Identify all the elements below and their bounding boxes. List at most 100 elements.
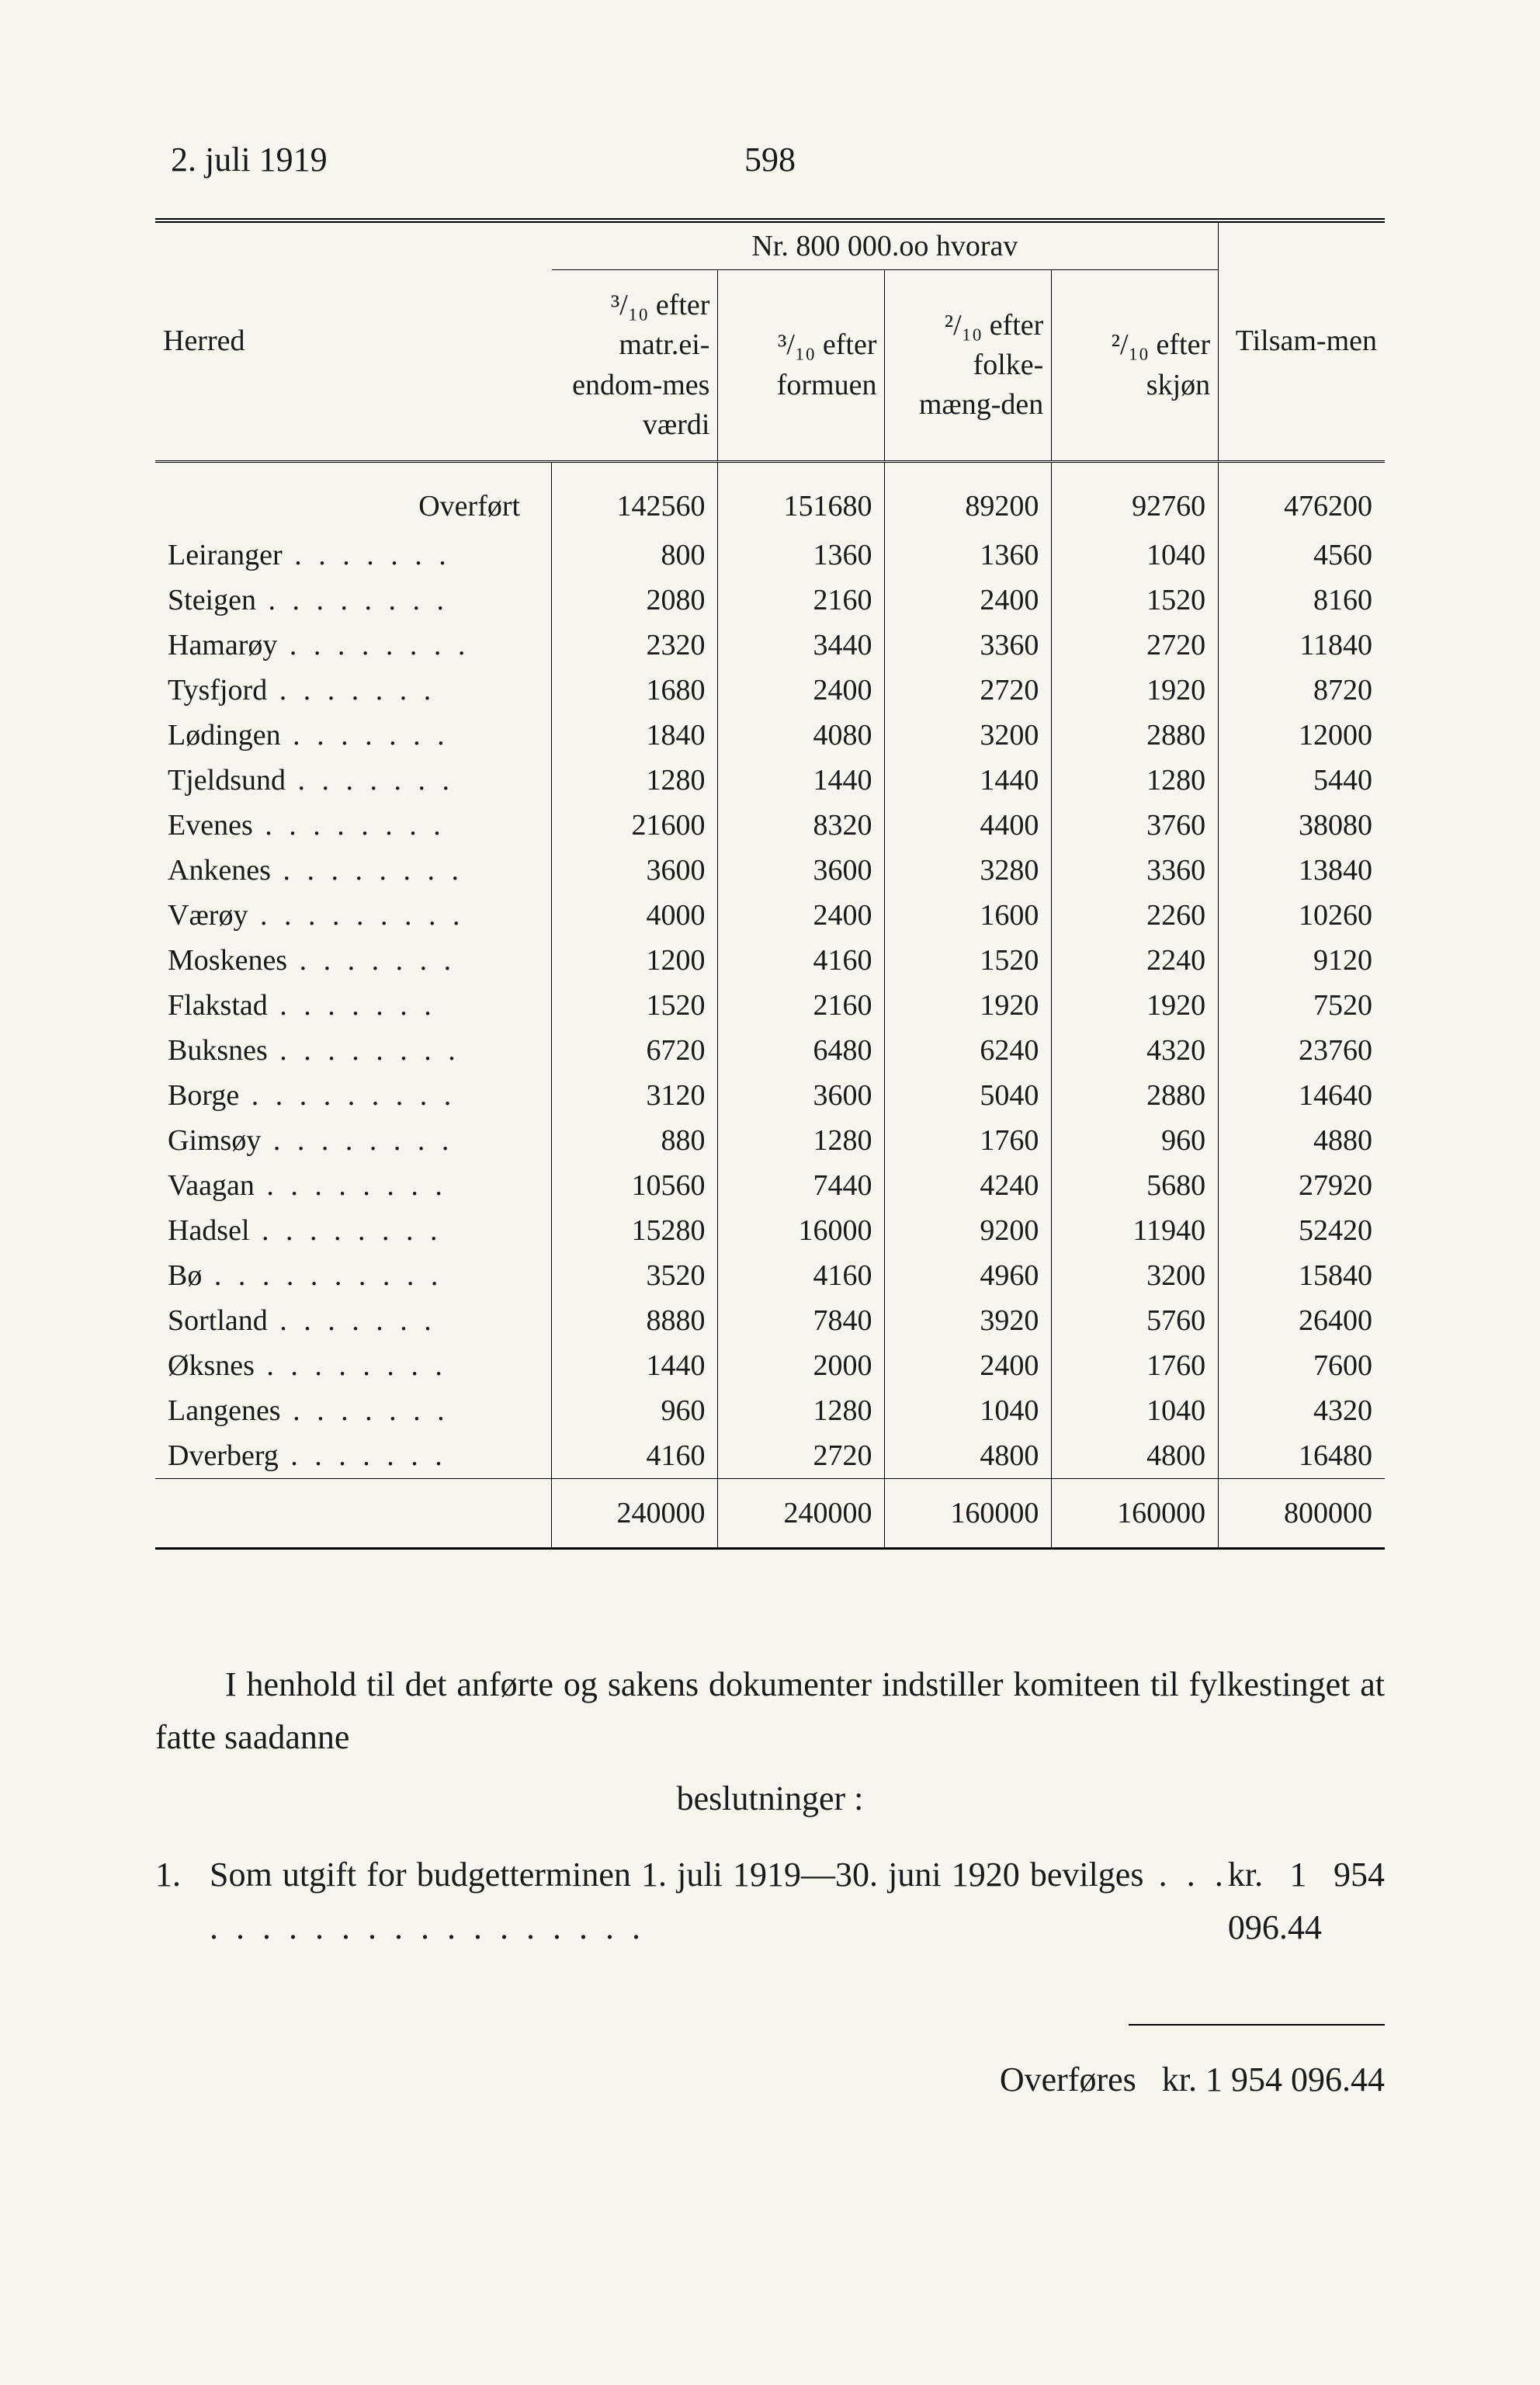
row-value: 1200	[552, 938, 718, 983]
row-value: 16480	[1219, 1433, 1385, 1479]
row-value: 6480	[718, 1028, 885, 1073]
row-value: 11940	[1052, 1208, 1219, 1253]
row-value: 1280	[718, 1118, 885, 1163]
row-value: 1280	[552, 758, 718, 803]
row-value: 3440	[718, 623, 885, 668]
row-value: 4800	[885, 1433, 1052, 1479]
row-value: 4160	[718, 1253, 885, 1298]
document-page: 2. juli 1919 598 . Herred Nr. 800 000.oo…	[0, 0, 1540, 2385]
row-value: 9120	[1219, 938, 1385, 983]
row-value: 1360	[718, 533, 885, 578]
row-label: Langenes . . . . . . .	[155, 1388, 552, 1433]
row-value: 4960	[885, 1253, 1052, 1298]
row-value: 4320	[1052, 1028, 1219, 1073]
col-header-tilsammen: Tilsam-men	[1219, 220, 1385, 462]
row-value: 13840	[1219, 848, 1385, 893]
row-value: 3120	[552, 1073, 718, 1118]
row-value: 1920	[1052, 668, 1219, 713]
row-value: 4000	[552, 893, 718, 938]
row-label: Bø . . . . . . . . . .	[155, 1253, 552, 1298]
overfores-line: Overføres kr. 1 954 096.44	[155, 2001, 1385, 2106]
table-row: Lødingen . . . . . . . 18404080320028801…	[155, 713, 1385, 758]
page-header: 2. juli 1919 598 .	[155, 140, 1385, 179]
row-label: Moskenes . . . . . . .	[155, 938, 552, 983]
col-header-2: ³/₁₀ efter formuen	[718, 270, 885, 462]
table-row: Hamarøy . . . . . . . . 2320344033602720…	[155, 623, 1385, 668]
col-header-3: ²/₁₀ efter folke-mæng-den	[885, 270, 1052, 462]
row-value: 240000	[718, 1479, 885, 1549]
row-value: 2400	[718, 668, 885, 713]
table-row: Moskenes . . . . . . . 12004160152022409…	[155, 938, 1385, 983]
row-value: 52420	[1219, 1208, 1385, 1253]
row-value: 1040	[1052, 1388, 1219, 1433]
row-value: 2160	[718, 578, 885, 623]
row-value: 3200	[885, 713, 1052, 758]
row-value: 8720	[1219, 668, 1385, 713]
table-row: Buksnes . . . . . . . . 6720648062404320…	[155, 1028, 1385, 1073]
row-value: 3600	[552, 848, 718, 893]
table-row: Steigen . . . . . . . . 2080216024001520…	[155, 578, 1385, 623]
row-value: 4320	[1219, 1388, 1385, 1433]
row-value: 7520	[1219, 983, 1385, 1028]
row-value: 2160	[718, 983, 885, 1028]
row-label: Overført	[155, 463, 552, 533]
row-value: 15280	[552, 1208, 718, 1253]
row-value: 23760	[1219, 1028, 1385, 1073]
row-value: 1920	[1052, 983, 1219, 1028]
table-row: Sortland . . . . . . . 88807840392057602…	[155, 1298, 1385, 1343]
body-text: I henhold til det anførte og sakens doku…	[155, 1658, 1385, 2106]
row-value: 5680	[1052, 1163, 1219, 1208]
row-value: 6720	[552, 1028, 718, 1073]
row-value: 1920	[885, 983, 1052, 1028]
row-value: 2880	[1052, 713, 1219, 758]
item1-text: Som utgift for budgetterminen 1. juli 19…	[210, 1849, 1228, 1954]
row-value: 89200	[885, 463, 1052, 533]
col-header-herred: Herred	[155, 220, 552, 462]
row-value: 800	[552, 533, 718, 578]
table-row: Hadsel . . . . . . . . 15280160009200119…	[155, 1208, 1385, 1253]
row-value: 1600	[885, 893, 1052, 938]
row-label: Dverberg . . . . . . .	[155, 1433, 552, 1479]
row-value: 1280	[1052, 758, 1219, 803]
table-row: Flakstad . . . . . . . 15202160192019207…	[155, 983, 1385, 1028]
table-row: Langenes . . . . . . . 96012801040104043…	[155, 1388, 1385, 1433]
row-value: 1440	[885, 758, 1052, 803]
row-value: 160000	[1052, 1479, 1219, 1549]
row-label: Borge . . . . . . . . .	[155, 1073, 552, 1118]
row-value: 4880	[1219, 1118, 1385, 1163]
row-value: 4240	[885, 1163, 1052, 1208]
row-label: Sortland . . . . . . .	[155, 1298, 552, 1343]
overfores-amount: kr. 1 954 096.44	[1162, 2060, 1385, 2099]
row-value: 8320	[718, 803, 885, 848]
row-label: Tysfjord . . . . . . .	[155, 668, 552, 713]
row-value: 38080	[1219, 803, 1385, 848]
col-group-header: Nr. 800 000.oo hvorav	[552, 220, 1219, 270]
row-label: Buksnes . . . . . . . .	[155, 1028, 552, 1073]
row-value: 2000	[718, 1343, 885, 1388]
row-label: Øksnes . . . . . . . .	[155, 1343, 552, 1388]
row-value: 1040	[885, 1388, 1052, 1433]
row-value: 3520	[552, 1253, 718, 1298]
row-label: Hamarøy . . . . . . . .	[155, 623, 552, 668]
header-date: 2. juli 1919	[171, 140, 328, 179]
row-value: 14640	[1219, 1073, 1385, 1118]
table-row: Dverberg . . . . . . . 41602720480048001…	[155, 1433, 1385, 1479]
row-label: Evenes . . . . . . . .	[155, 803, 552, 848]
row-value: 2720	[718, 1433, 885, 1479]
row-label	[155, 1479, 552, 1549]
row-value: 4560	[1219, 533, 1385, 578]
row-value: 5040	[885, 1073, 1052, 1118]
row-value: 142560	[552, 463, 718, 533]
row-value: 26400	[1219, 1298, 1385, 1343]
row-value: 2720	[885, 668, 1052, 713]
row-label: Gimsøy . . . . . . . .	[155, 1118, 552, 1163]
row-value: 1440	[552, 1343, 718, 1388]
row-value: 4080	[718, 713, 885, 758]
row-value: 21600	[552, 803, 718, 848]
row-value: 1520	[552, 983, 718, 1028]
col-header-1: ³/₁₀ efter matr.ei-endom-mes værdi	[552, 270, 718, 462]
row-value: 12000	[1219, 713, 1385, 758]
header-page-number: 598	[744, 140, 796, 179]
table-row: Bø . . . . . . . . . . 35204160496032001…	[155, 1253, 1385, 1298]
list-number: 1.	[155, 1849, 210, 1954]
